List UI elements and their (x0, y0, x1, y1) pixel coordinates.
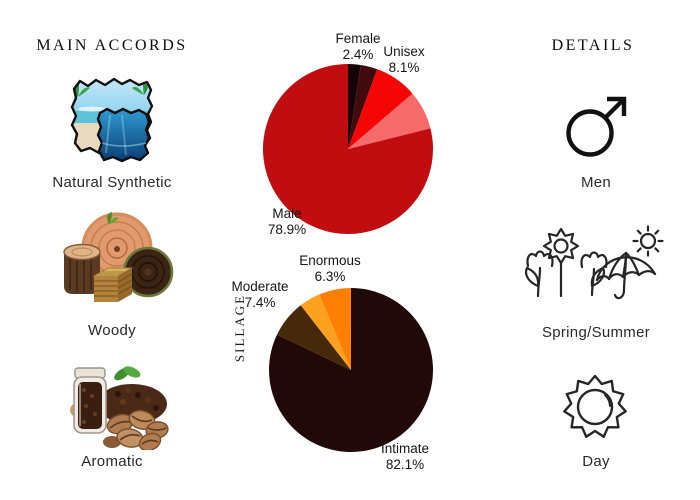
accord-aromatic[interactable] (60, 362, 170, 450)
sillage-label-intimate: Intimate 82.1% (369, 441, 441, 473)
pie-slice-unisex (348, 69, 413, 149)
sun-icon (563, 374, 627, 438)
male-symbol-icon (566, 96, 627, 157)
sun-ray (654, 247, 660, 253)
male-pct-text: 78.9% (267, 221, 307, 237)
sun-ray (654, 229, 660, 235)
enormous-label-text: Enormous (299, 253, 361, 268)
unisex-pct-text: 8.1% (388, 59, 420, 75)
sillage-label-moderate: Moderate 7.4% (224, 279, 296, 311)
sun-ray (636, 247, 642, 253)
pie-slice-male (263, 64, 433, 234)
accord-natural-synthetic[interactable] (64, 73, 158, 165)
beach-ocean-collage (70, 77, 154, 163)
pie-slice-unlabeled (348, 93, 431, 149)
gender-label-unisex: Unisex 8.1% (373, 44, 435, 76)
pie-slice-unlabeled (348, 64, 378, 149)
detail-label-spring-summer[interactable]: Spring/Summer (541, 324, 651, 341)
unisex-label-text: Unisex (383, 44, 425, 59)
gender-label-male: Male 78.9% (254, 206, 320, 238)
coffee-beans-collage (70, 366, 169, 450)
accord-label-natural-synthetic[interactable]: Natural Synthetic (52, 174, 172, 191)
female-label-text: Female (335, 31, 381, 46)
pie-slice-enormous (319, 288, 351, 370)
pie-slice-unlabeled (300, 294, 351, 370)
accord-woody[interactable] (54, 210, 174, 314)
detail-time-day[interactable] (561, 373, 629, 441)
sillage-pie-chart (269, 288, 433, 452)
sun-ray (636, 229, 642, 235)
moderate-label-text: Moderate (231, 279, 289, 294)
accord-label-aromatic[interactable]: Aromatic (81, 453, 143, 470)
gender-pie-chart (263, 64, 433, 234)
sillage-label-enormous: Enormous 6.3% (293, 253, 367, 285)
pie-slice-intimate (269, 288, 433, 452)
details-title: DETAILS (551, 37, 635, 54)
detail-label-men[interactable]: Men (580, 174, 612, 191)
moderate-pct-text: 7.4% (244, 294, 276, 310)
pie-slice-female (348, 64, 361, 149)
enormous-pct-text: 6.3% (314, 268, 346, 284)
detail-season-spring-summer[interactable] (518, 222, 670, 308)
intimate-pct-text: 82.1% (385, 456, 425, 472)
detail-gender-men[interactable] (563, 94, 629, 160)
intimate-label-text: Intimate (380, 441, 430, 456)
flowers-umbrella-sun-icon (524, 225, 664, 300)
wood-slices-collage (63, 212, 174, 302)
accord-label-woody[interactable]: Woody (88, 322, 136, 339)
gender-label-female: Female 2.4% (326, 31, 390, 63)
main-accords-title: MAIN ACCORDS (36, 37, 188, 54)
pie-slice-moderate (277, 305, 351, 370)
male-label-text: Male (272, 206, 302, 221)
female-pct-text: 2.4% (342, 46, 374, 62)
detail-label-day[interactable]: Day (582, 453, 610, 470)
